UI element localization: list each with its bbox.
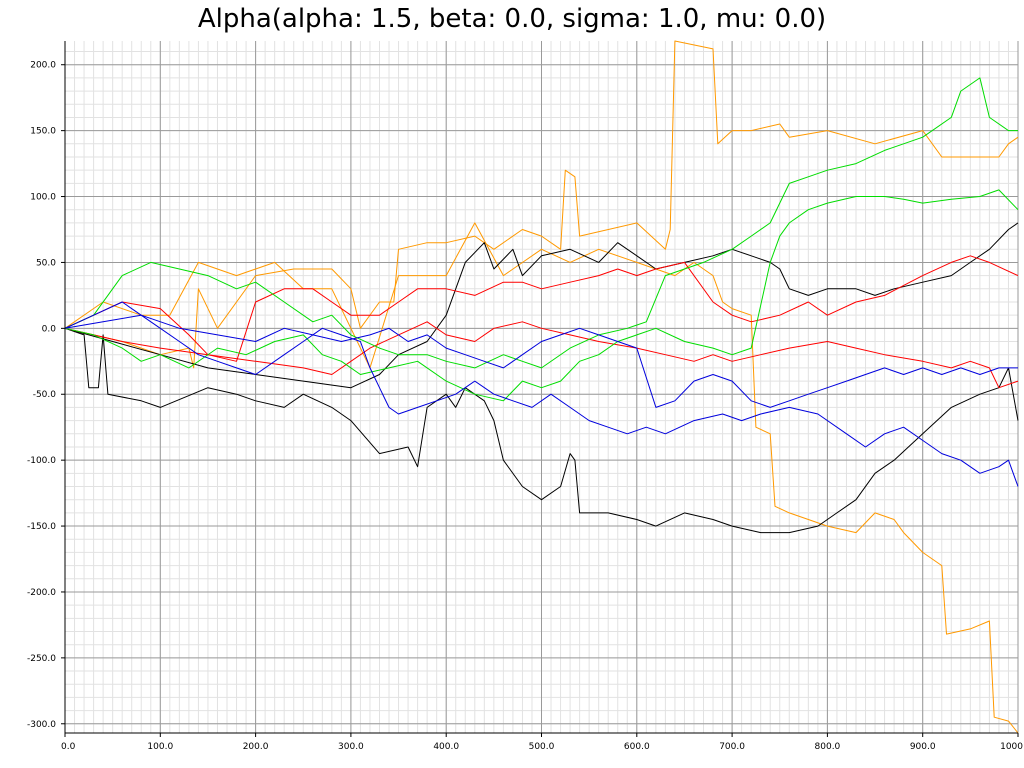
series-line-4 [64,222,1019,389]
series-line-10 [64,314,1018,408]
series-line-5 [64,255,1019,362]
y-tick-label: -100.0 [27,456,56,466]
y-tick-label: 100.0 [30,193,56,203]
x-tick-label: 800.0 [815,742,841,752]
y-tick-label: 200.0 [30,61,56,71]
series-line-7 [64,77,1018,369]
x-tick-label: 0.0 [61,742,76,752]
x-tick-label: 500.0 [529,742,555,752]
series-line-9 [64,301,1019,487]
y-tick-label: 150.0 [30,127,56,137]
chart-title: Alpha(alpha: 1.5, beta: 0.0, sigma: 1.0,… [197,4,827,34]
y-tick-label: -150.0 [27,522,56,532]
x-tick-label: 1000 [1000,742,1023,752]
x-tick-label: 700.0 [719,742,745,752]
x-tick-label: 300.0 [338,742,364,752]
series-line-6 [64,321,1019,389]
series-layer [64,40,1019,734]
series-line-1 [64,40,1019,369]
axes: 0.0 100.0 200.0 300.0 400.0 500.0 600.0 700.0 80… [27,41,1023,752]
series-line-3 [64,327,1019,534]
y-tick-label: 0.0 [42,324,57,334]
y-tick-label: -300.0 [27,720,56,730]
x-tick-label: 600.0 [624,742,650,752]
grid [64,41,1019,733]
series-line-8 [64,189,1019,402]
x-tick-label: 400.0 [433,742,459,752]
x-tick-label: 900.0 [910,742,936,752]
y-tick-label: -50.0 [33,390,57,400]
series-line-2 [64,222,1019,734]
y-tick-label: -200.0 [27,588,56,598]
y-tick-label: -250.0 [27,654,56,664]
x-tick-label: 200.0 [243,742,269,752]
x-tick-label: 100.0 [147,742,173,752]
y-tick-label: 50.0 [36,258,56,268]
